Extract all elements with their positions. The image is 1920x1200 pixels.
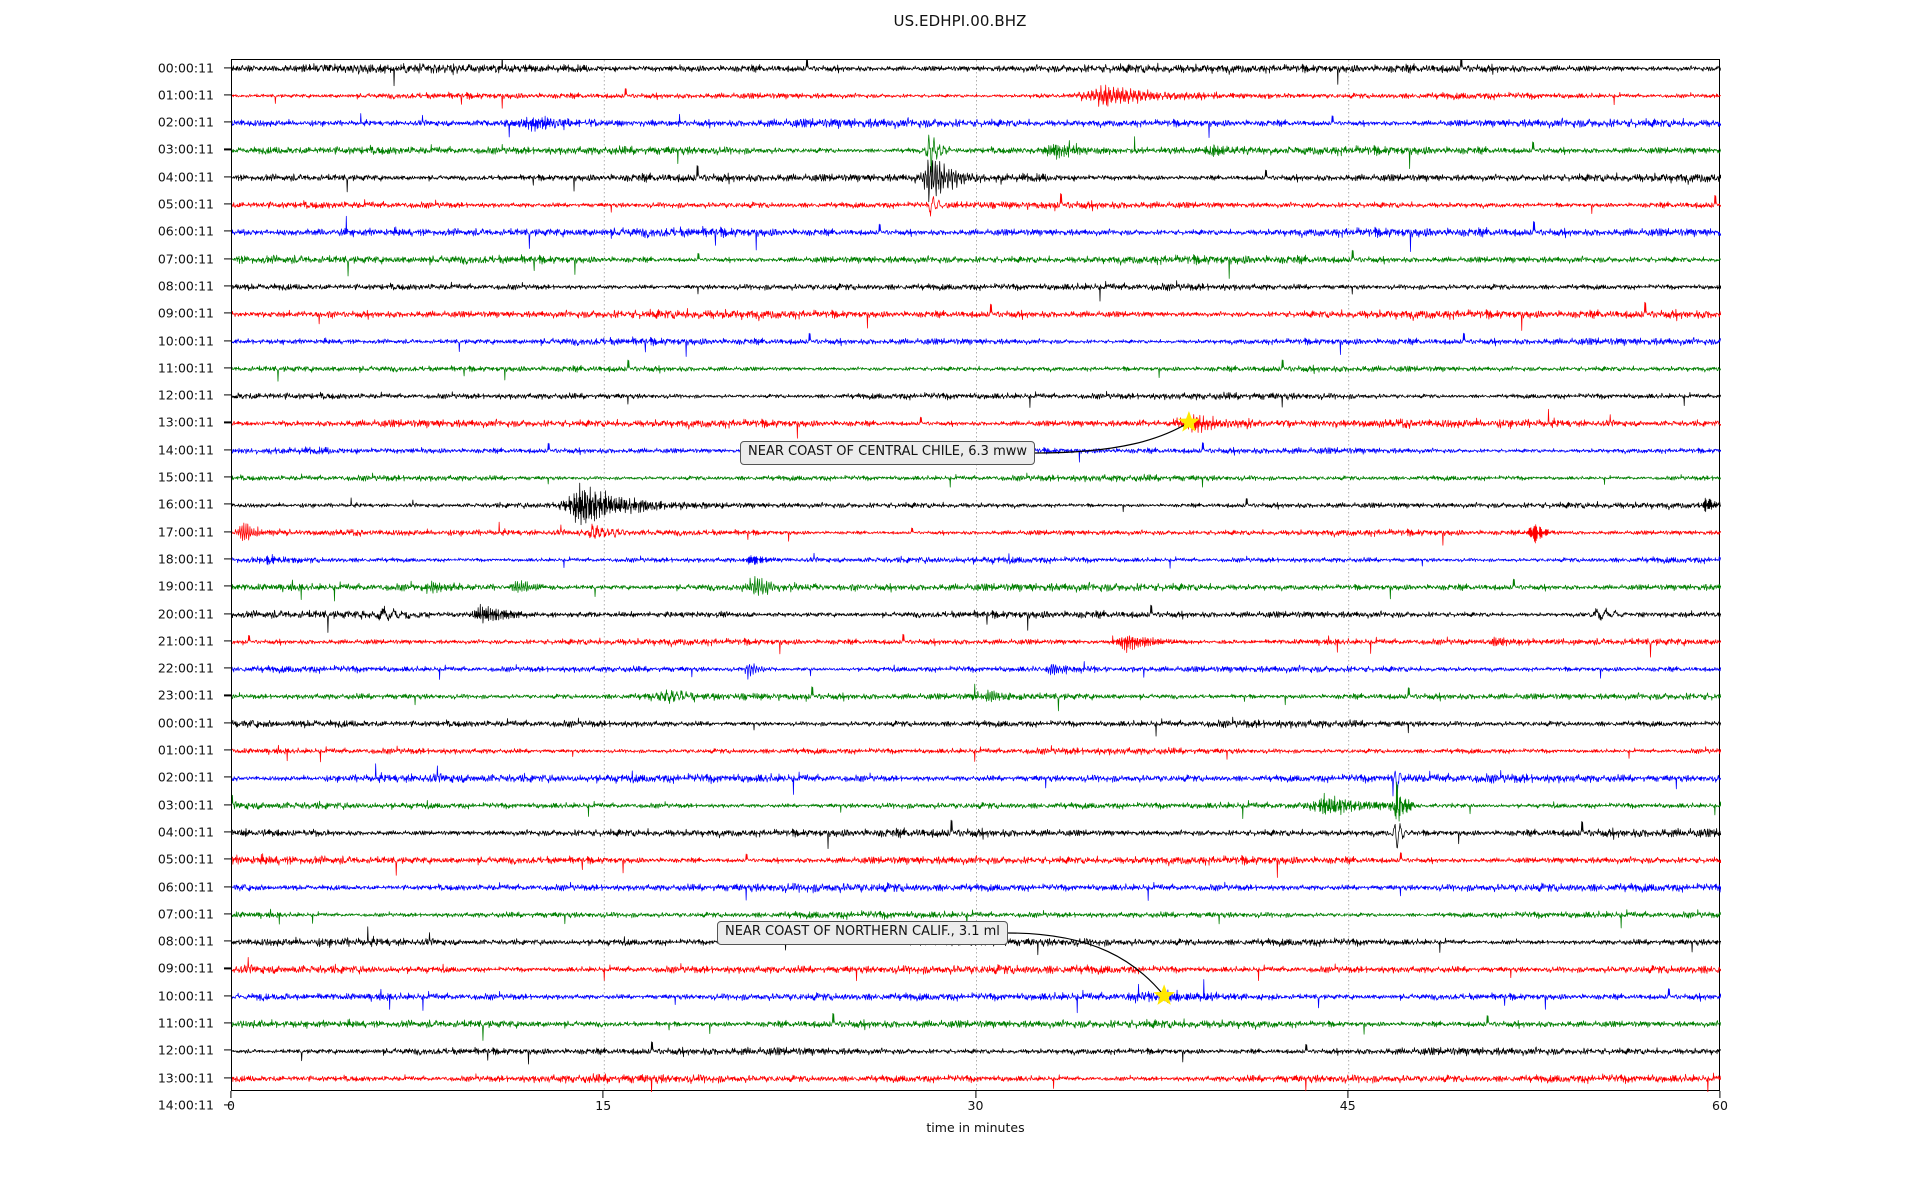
y-axis-tick-mark bbox=[224, 339, 232, 342]
y-axis-tick-mark bbox=[224, 831, 232, 833]
y-axis-tick-mark bbox=[224, 722, 232, 724]
y-axis-tick-label: 21:00:11 bbox=[157, 633, 214, 649]
x-axis-tick-mark bbox=[1347, 1091, 1349, 1098]
y-axis-tick-label: 13:00:11 bbox=[157, 414, 214, 430]
y-axis-tick-mark bbox=[224, 531, 232, 533]
x-axis-tick-label: 30 bbox=[967, 1098, 984, 1113]
y-axis-tick-mark bbox=[224, 612, 232, 615]
y-axis-tick-mark bbox=[224, 230, 232, 232]
y-axis-tick-mark bbox=[224, 1022, 232, 1024]
y-axis-tick-mark bbox=[224, 94, 232, 96]
y-axis-tick-mark bbox=[224, 476, 232, 478]
y-axis-tick-mark bbox=[224, 203, 232, 205]
event-annotation-label: NEAR COAST OF CENTRAL CHILE, 6.3 mww bbox=[740, 441, 1036, 465]
y-axis-tick-mark bbox=[224, 1077, 232, 1079]
y-axis-tick-label: 11:00:11 bbox=[157, 1015, 214, 1031]
y-axis-tick-mark bbox=[224, 312, 232, 314]
y-axis-tick-mark bbox=[224, 394, 232, 396]
x-axis-tick-label: 45 bbox=[1339, 1098, 1356, 1113]
y-axis-tick-mark bbox=[224, 913, 232, 915]
y-axis-tick-mark bbox=[224, 285, 232, 287]
y-axis-tick-mark bbox=[224, 1049, 232, 1051]
y-axis-tick-label: 19:00:11 bbox=[157, 578, 214, 594]
y-axis-tick-label: 01:00:11 bbox=[157, 742, 214, 758]
y-axis-tick-label: 23:00:11 bbox=[157, 687, 214, 703]
y-axis-tick-mark bbox=[224, 121, 232, 123]
y-axis-tick-label: 09:00:11 bbox=[157, 305, 214, 321]
x-axis-tick-label: 15 bbox=[595, 1098, 612, 1113]
y-axis-tick-label: 05:00:11 bbox=[157, 851, 214, 867]
y-axis-tick-mark bbox=[224, 421, 232, 423]
y-axis-tick-mark bbox=[224, 558, 232, 560]
y-axis-tick-label: 11:00:11 bbox=[157, 360, 214, 376]
y-axis-tick-label: 17:00:11 bbox=[157, 524, 214, 540]
y-axis-tick-mark bbox=[224, 940, 232, 942]
y-axis-tick-label: 00:00:11 bbox=[157, 60, 214, 75]
y-axis-tick-label: 08:00:11 bbox=[157, 278, 214, 294]
x-axis-tick-mark bbox=[974, 1091, 977, 1098]
y-axis-tick-mark bbox=[224, 667, 232, 669]
y-axis-tick-label: 12:00:11 bbox=[157, 387, 214, 403]
y-axis-tick-label: 14:00:11 bbox=[157, 442, 214, 458]
y-axis-tick-label: 02:00:11 bbox=[157, 114, 214, 130]
y-axis-tick-mark bbox=[224, 967, 232, 969]
y-axis-tick-mark bbox=[224, 885, 232, 888]
x-axis-tick-label: 0 bbox=[227, 1098, 235, 1113]
y-axis-tick-label: 03:00:11 bbox=[157, 797, 214, 813]
x-axis-tick-mark bbox=[230, 1091, 232, 1098]
y-axis-tick-mark bbox=[224, 258, 232, 260]
x-axis-tick-mark bbox=[602, 1091, 604, 1098]
y-axis-tick-label: 01:00:11 bbox=[157, 87, 214, 103]
y-axis-tick-mark bbox=[224, 640, 232, 642]
y-axis-tick-label: 10:00:11 bbox=[157, 333, 214, 348]
y-axis-tick-mark bbox=[224, 1104, 232, 1106]
y-axis-tick-label: 09:00:11 bbox=[157, 960, 214, 976]
y-axis-tick-mark bbox=[224, 367, 232, 369]
y-axis-tick-mark bbox=[224, 749, 232, 751]
y-axis-tick-label: 12:00:11 bbox=[157, 1042, 214, 1058]
y-axis-tick-label: 13:00:11 bbox=[157, 1070, 214, 1086]
y-axis-tick-mark bbox=[224, 995, 232, 997]
y-axis-tick-label: 22:00:11 bbox=[157, 660, 214, 676]
y-axis-tick-label: 15:00:11 bbox=[157, 469, 214, 485]
y-axis-tick-label: 06:00:11 bbox=[157, 879, 214, 894]
y-axis-tick-mark bbox=[224, 776, 232, 778]
y-axis-tick-mark bbox=[224, 176, 232, 178]
y-axis-tick-label: 08:00:11 bbox=[157, 933, 214, 949]
y-axis-tick-mark bbox=[224, 66, 232, 69]
y-axis-tick-mark bbox=[224, 804, 232, 806]
y-axis-tick-label: 03:00:11 bbox=[157, 141, 214, 157]
y-axis-tick-label: 05:00:11 bbox=[157, 196, 214, 212]
plot-axes-frame bbox=[231, 59, 1721, 1092]
y-axis-tick-label: 06:00:11 bbox=[157, 223, 214, 239]
x-axis-tick-mark bbox=[1719, 1091, 1721, 1098]
y-axis-tick-label: 18:00:11 bbox=[157, 551, 214, 567]
y-axis-tick-label: 14:00:11 bbox=[157, 1097, 214, 1113]
y-axis-tick-label: 00:00:11 bbox=[157, 715, 214, 731]
x-axis-tick-label: 60 bbox=[1712, 1098, 1728, 1113]
seismogram-traces-canvas bbox=[232, 60, 1721, 1092]
event-annotation-label: NEAR COAST OF NORTHERN CALIF., 3.1 ml bbox=[717, 921, 1008, 945]
y-axis-tick-label: 20:00:11 bbox=[157, 606, 214, 621]
y-axis-tick-label: 04:00:11 bbox=[157, 824, 214, 840]
page-title: US.EDHPI.00.BHZ bbox=[893, 12, 1027, 30]
y-axis-tick-mark bbox=[224, 503, 232, 505]
y-axis-tick-label: 04:00:11 bbox=[157, 169, 214, 185]
y-axis-tick-mark bbox=[224, 858, 232, 860]
y-axis-tick-mark bbox=[224, 585, 232, 587]
y-axis-tick-label: 07:00:11 bbox=[157, 906, 214, 922]
y-axis-tick-mark bbox=[224, 449, 232, 451]
y-axis-tick-label: 07:00:11 bbox=[157, 251, 214, 267]
y-axis-tick-mark bbox=[224, 694, 232, 696]
y-axis-tick-label: 02:00:11 bbox=[157, 769, 214, 785]
y-axis-tick-label: 10:00:11 bbox=[157, 988, 214, 1004]
y-axis-tick-label: 16:00:11 bbox=[157, 496, 214, 512]
y-axis-tick-mark bbox=[224, 148, 232, 150]
x-axis-label: time in minutes bbox=[926, 1120, 1025, 1135]
